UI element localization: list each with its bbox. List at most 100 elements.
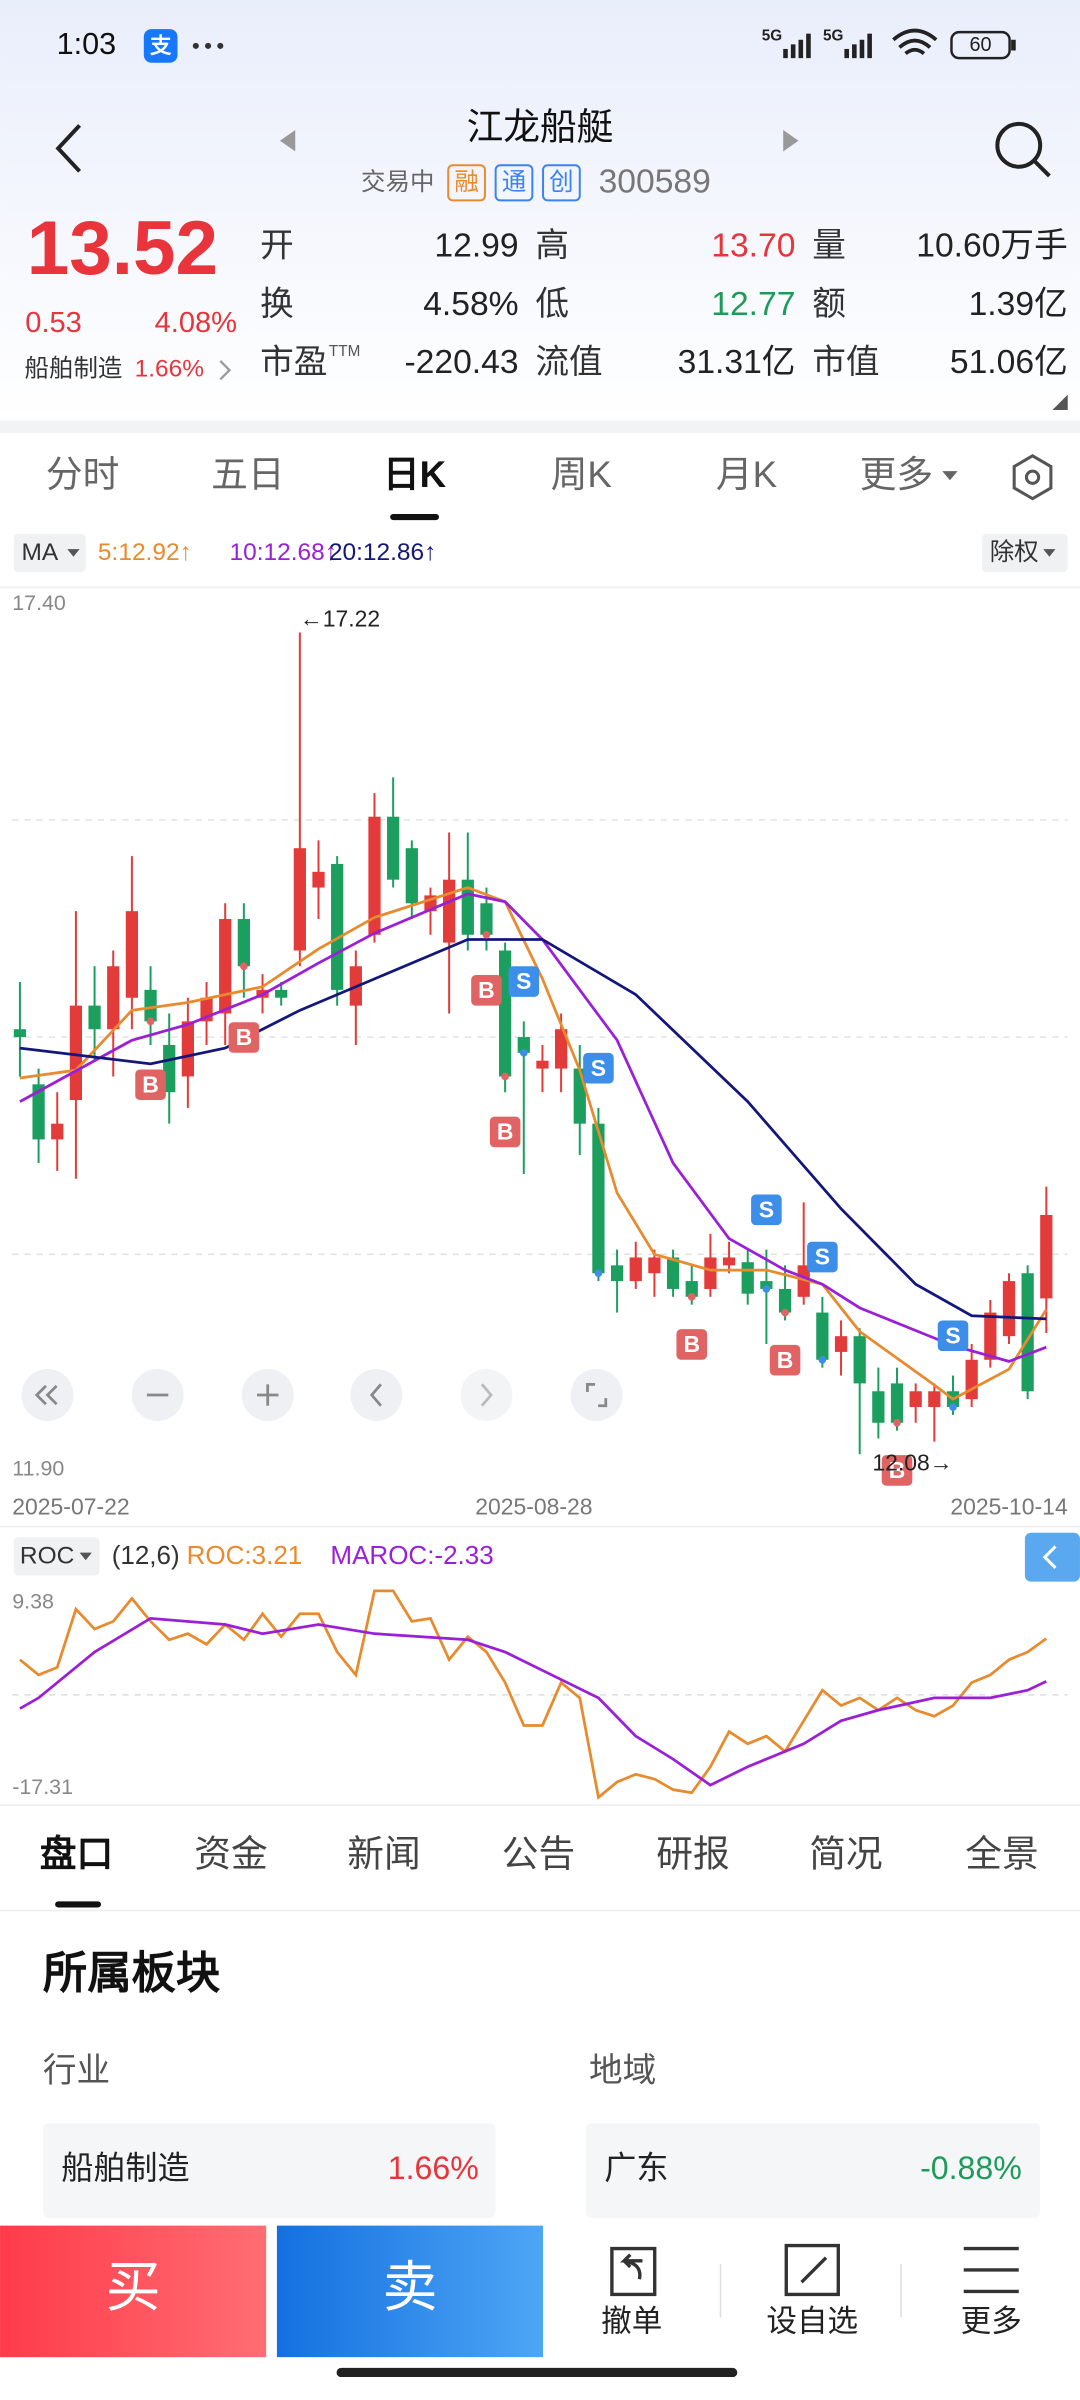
roc-indicator: ROC — [20, 1543, 74, 1570]
badge-label: 融 — [454, 168, 478, 196]
period-tab[interactable]: 月K — [716, 454, 778, 495]
industry-card[interactable] — [42, 2123, 496, 2218]
industry-pct: 1.66% — [388, 2150, 479, 2186]
signal-label: B — [683, 1331, 700, 1357]
home-indicator — [336, 2367, 738, 2378]
action-labels: 撤单 设自选 更多 — [601, 2305, 1022, 2339]
action-label[interactable]: 设自选 — [766, 2305, 858, 2339]
signal-marker — [751, 1194, 782, 1226]
signal-marker — [471, 974, 502, 1006]
region-name: 广东 — [604, 2150, 668, 2186]
badges: 融通创 — [447, 164, 581, 202]
roc-selector[interactable] — [13, 1537, 100, 1576]
candle-body — [499, 950, 512, 1077]
maroc-value: MAROC:-2.33 — [330, 1540, 493, 1570]
action-label[interactable]: 更多 — [961, 2305, 1022, 2339]
ma-indicator: MA — [21, 539, 58, 566]
signal-label: S — [815, 1244, 830, 1270]
signal-label: B — [889, 1457, 906, 1483]
stat-label: 市值 — [812, 343, 879, 381]
badge-label: 创 — [549, 168, 573, 196]
stat-value: 12.99 — [434, 228, 518, 265]
signal-label: B — [497, 1119, 514, 1145]
battery-level: 60 — [969, 34, 991, 56]
clock: 1:03 — [57, 27, 117, 61]
signal-dot — [818, 1355, 827, 1364]
period-tab[interactable]: 五日 — [211, 454, 284, 495]
roc-chart: 9.38 -17.31 — [12, 1589, 1048, 1800]
stat-value: -220.43 — [404, 344, 518, 381]
stock-name: 江龙船艇 — [467, 107, 614, 148]
detail-tab[interactable]: 简况 — [809, 1834, 882, 1875]
nav-right[interactable] — [460, 1369, 513, 1422]
candle-body — [368, 816, 381, 935]
signal-label: B — [777, 1347, 794, 1373]
candle-body — [32, 1084, 45, 1140]
prev-stock[interactable] — [279, 130, 296, 152]
section-title: 所属板块 — [43, 1949, 221, 1998]
nav-fullscreen[interactable] — [570, 1369, 623, 1422]
signal-marker — [807, 1241, 838, 1273]
period-tab[interactable]: 分时 — [46, 454, 119, 495]
candle-body — [219, 919, 232, 1014]
candle-body — [144, 989, 157, 1022]
buy-button[interactable] — [0, 2225, 267, 2358]
candle-body — [685, 1281, 698, 1297]
candle-body — [312, 871, 325, 888]
action-label[interactable]: 撤单 — [601, 2305, 662, 2339]
stat-value: 31.31亿 — [678, 343, 796, 381]
next-stock[interactable] — [783, 130, 799, 152]
y-tick-label: 11.90 — [12, 1457, 64, 1481]
tab-indicator — [390, 513, 440, 521]
candle-body — [536, 1060, 549, 1069]
detail-tab[interactable]: 新闻 — [347, 1834, 420, 1875]
ma-selector[interactable] — [13, 533, 86, 573]
candle-body — [181, 1021, 194, 1077]
stock-code: 300589 — [599, 163, 711, 200]
period-tab[interactable]: 更多 — [860, 454, 933, 495]
period-tab[interactable]: 周K — [551, 454, 613, 495]
divider — [0, 420, 1080, 433]
detail-tab[interactable]: 公告 — [502, 1834, 575, 1875]
trade-status: 交易中 — [361, 168, 434, 196]
region-card[interactable] — [585, 2123, 1041, 2218]
signal-marker — [769, 1344, 801, 1376]
roc-line — [19, 1589, 1048, 1800]
detail-tab[interactable]: 全景 — [965, 1834, 1038, 1875]
nav-left[interactable] — [350, 1369, 403, 1422]
period-tab[interactable]: 日K — [383, 454, 447, 495]
region-heading: 地域 — [589, 2052, 656, 2090]
collapse-glyph — [1042, 1545, 1057, 1569]
detail-tab[interactable]: 研报 — [656, 1834, 729, 1875]
candle-body — [275, 989, 288, 998]
buy-label: 买 — [106, 2256, 161, 2318]
stat-sup: TTM — [329, 343, 360, 360]
ma-line — [19, 892, 1047, 1363]
badge-label: 通 — [502, 169, 526, 196]
candle-body — [88, 1005, 101, 1030]
sell-button[interactable] — [276, 2225, 544, 2358]
candle-body — [666, 1257, 680, 1289]
sector-arrow[interactable] — [219, 360, 232, 381]
signal-label: B — [478, 977, 495, 1003]
back-button[interactable] — [55, 124, 82, 173]
stat-label: 开 — [260, 228, 294, 265]
price-change: 0.53 — [25, 307, 82, 339]
signal-icons: 5G 5G — [762, 28, 872, 59]
header-bg — [0, 0, 1080, 421]
ma-line — [19, 886, 1048, 1401]
stat-value: 51.06亿 — [950, 343, 1068, 381]
collapse-button[interactable] — [1024, 1532, 1080, 1582]
search-button[interactable] — [995, 121, 1051, 178]
stat-value: 1.39亿 — [969, 285, 1068, 323]
detail-tab[interactable]: 盘口 — [40, 1834, 113, 1875]
signal-marker — [881, 1455, 913, 1486]
adjust-selector[interactable] — [982, 533, 1068, 573]
settings-button[interactable] — [1012, 454, 1053, 501]
candle-body — [107, 966, 120, 1030]
tab-indicator — [55, 1901, 101, 1908]
detail-tab[interactable]: 资金 — [194, 1834, 267, 1875]
settings-center — [1024, 469, 1041, 485]
candle-body — [331, 863, 344, 990]
